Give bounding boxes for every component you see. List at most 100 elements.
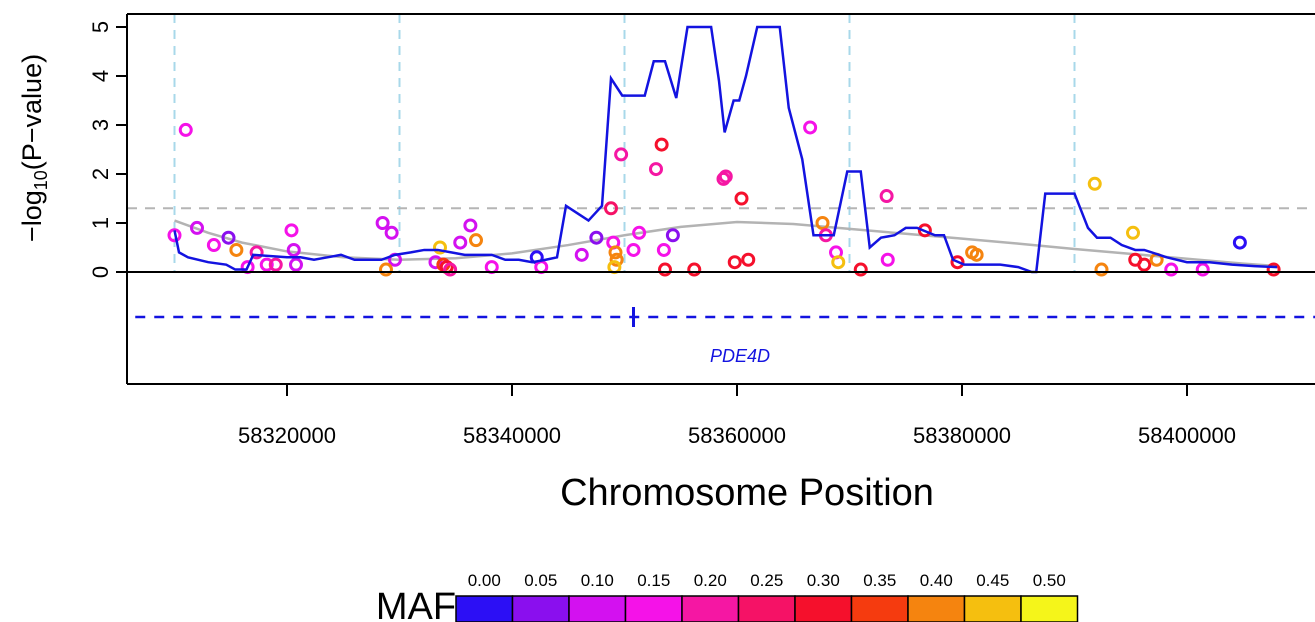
y-axis-title-suffix: (P−value): [17, 54, 47, 170]
snp-point: [268, 257, 283, 272]
maf-legend-tick-label: 0.40: [920, 571, 953, 590]
snp-point: [1094, 262, 1109, 277]
x-tick-label: 58360000: [688, 423, 786, 448]
snp-point: [259, 257, 274, 272]
snp-point: [649, 162, 663, 177]
snp-point: [206, 238, 221, 253]
smooth-trend-line: [174, 219, 1278, 268]
snp-point: [718, 169, 733, 184]
snp-point: [614, 147, 629, 162]
snp-point: [453, 235, 468, 250]
snp-point: [632, 225, 647, 240]
snp-point: [734, 191, 749, 206]
y-axis: 0 1 2 3 4 5: [88, 21, 128, 278]
gene-label: PDE4D: [710, 346, 770, 366]
maf-legend-swatch: [737, 595, 796, 622]
maf-legend: 0.00 0.05 0.10 0.15 0.20 0.25 0.30 0.35 0.40 0.45…: [455, 571, 1079, 622]
snp-point: [654, 137, 669, 152]
snp-point: [665, 228, 680, 243]
maf-legend-swatch: [794, 595, 853, 622]
snp-point: [1266, 262, 1281, 277]
smooth-trend-group: [174, 219, 1278, 268]
y-tick-label: 2: [88, 168, 113, 180]
snp-point: [879, 189, 894, 204]
maf-legend-tick-label: 0.20: [694, 571, 727, 590]
snp-point: [880, 252, 895, 267]
snp-point: [574, 247, 589, 262]
snp-point: [286, 242, 301, 257]
x-tick-label: 58320000: [238, 423, 336, 448]
maf-legend-tick-label: 0.25: [750, 571, 783, 590]
snp-point: [229, 242, 244, 257]
maf-legend-swatch: [963, 595, 1022, 622]
snp-point: [741, 252, 756, 267]
maf-legend-tick-label: 0.50: [1033, 571, 1066, 590]
snp-point: [190, 220, 204, 235]
y-tick-label: 0: [88, 266, 113, 278]
snp-point: [831, 255, 846, 270]
snp-point: [656, 242, 671, 257]
maf-legend-tick-label: 0.10: [581, 571, 614, 590]
snp-point: [1232, 235, 1247, 250]
maf-legend-swatch: [1020, 595, 1079, 622]
y-tick-label: 1: [88, 217, 113, 229]
snp-point: [428, 255, 443, 270]
maf-legend-tick-label: 0.00: [468, 571, 501, 590]
snp-point: [1126, 225, 1140, 240]
snp-point: [469, 233, 483, 248]
snp-point: [178, 122, 193, 137]
snp-point: [853, 262, 868, 277]
y-axis-title: −log10(P−value): [17, 54, 51, 242]
snp-point: [727, 255, 742, 270]
y-axis-title-subscript: 10: [31, 170, 51, 190]
snp-point: [463, 218, 478, 233]
snp-point: [167, 228, 182, 243]
y-tick-label: 5: [88, 21, 113, 33]
snp-point: [608, 245, 623, 260]
x-axis-title: Chromosome Position: [560, 472, 934, 514]
y-axis-title-prefix: −log: [17, 190, 47, 242]
maf-legend-swatch: [907, 595, 966, 622]
snp-point: [604, 201, 618, 216]
maf-legend-swatch: [568, 595, 627, 622]
snp-point: [379, 262, 393, 277]
maf-legend-tick-label: 0.45: [976, 571, 1009, 590]
maf-legend-swatch: [681, 595, 740, 622]
snp-point: [1195, 262, 1210, 277]
maf-legend-swatch: [455, 595, 514, 622]
maf-legend-swatch: [511, 595, 570, 622]
maf-legend-tick-label: 0.35: [863, 571, 896, 590]
snp-point: [384, 225, 399, 240]
snp-point: [375, 216, 390, 230]
snp-point: [815, 216, 830, 230]
snp-point: [917, 223, 932, 238]
snp-point: [1164, 262, 1179, 277]
y-tick-label: 3: [88, 119, 113, 131]
snp-point: [609, 252, 624, 267]
x-tick-label: 58400000: [1138, 423, 1236, 448]
snp-point: [803, 120, 818, 135]
snp-point: [433, 240, 447, 255]
maf-legend-title: MAF: [376, 586, 456, 622]
snp-point: [221, 230, 236, 245]
gene-track: [135, 307, 1315, 327]
snp-point: [589, 230, 604, 245]
snp-point: [289, 257, 303, 272]
snp-point: [284, 223, 299, 238]
snp-point: [658, 262, 672, 277]
snp-point: [716, 171, 731, 186]
maf-legend-tick-label: 0.30: [807, 571, 840, 590]
snp-point: [1137, 257, 1152, 272]
maf-legend-swatch: [624, 595, 683, 622]
snp-point: [626, 242, 641, 257]
x-axis: 58320000 58340000 58360000 58380000 58400000: [238, 384, 1236, 448]
snp-points: [167, 120, 1281, 277]
snp-point: [443, 262, 458, 277]
maf-legend-tick-label: 0.15: [637, 571, 670, 590]
y-tick-label: 4: [88, 70, 113, 82]
maf-legend-tick-label: 0.05: [524, 571, 557, 590]
snp-point: [1087, 176, 1102, 191]
snp-point: [249, 245, 264, 260]
